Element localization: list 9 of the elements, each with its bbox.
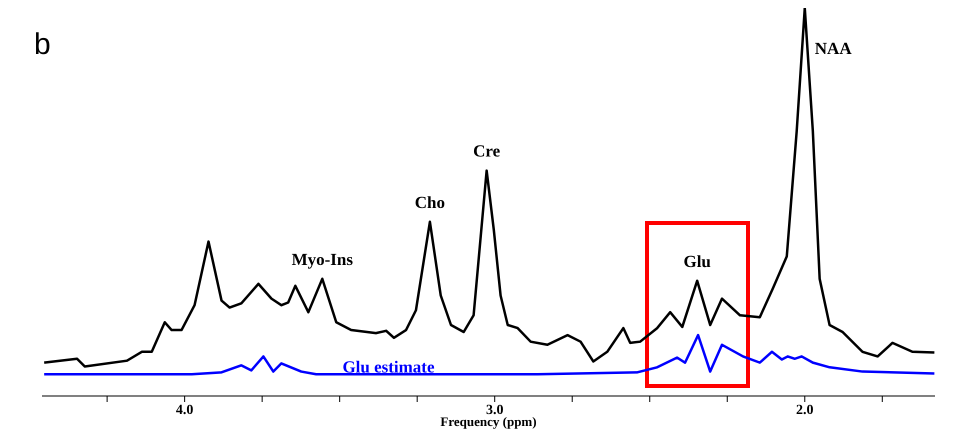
annotation: Cre: [473, 142, 501, 161]
text: b: [34, 28, 51, 62]
annotation: Myo-Ins: [292, 250, 354, 269]
series-label: Glu estimate: [342, 357, 435, 376]
annotation: NAA: [814, 39, 852, 58]
annotation: Glu: [683, 252, 711, 271]
annotation: Cho: [414, 192, 446, 212]
x-tick-label: 4.0: [176, 402, 194, 418]
x-tick-label: 2.0: [796, 402, 814, 418]
